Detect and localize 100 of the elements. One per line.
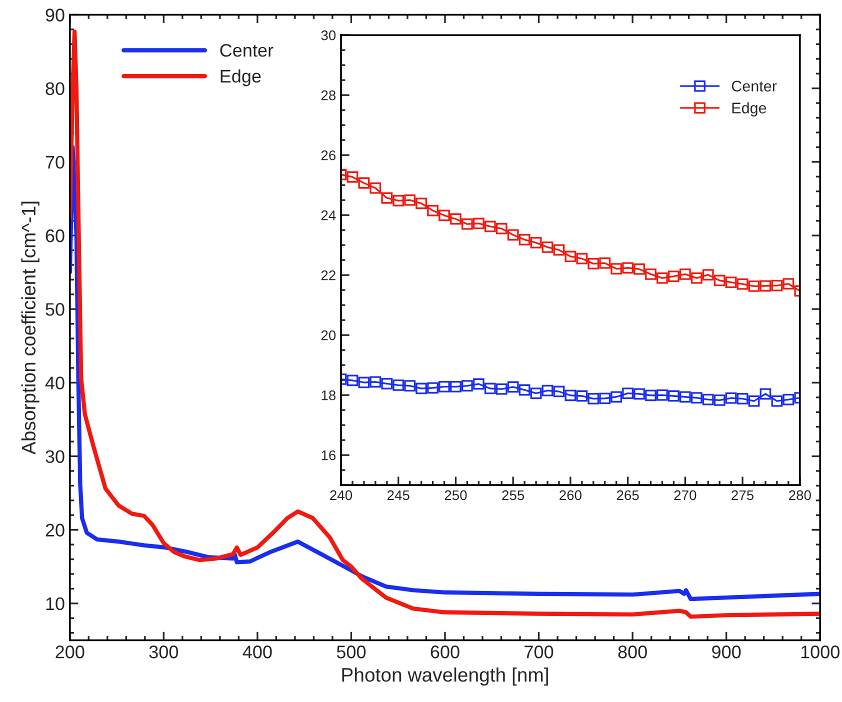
point [496,222,508,234]
point [668,270,680,282]
point [381,378,393,390]
legend-label: Edge [220,69,261,86]
x-tick-label: 250 [444,490,467,500]
x-tick-label: 300 [149,646,178,658]
point [404,380,416,392]
y-tick-label: 30 [46,450,64,463]
line-series [70,145,820,602]
legend-label: Center [732,80,777,92]
point [725,276,737,288]
y-tick-label: 16 [322,450,336,460]
point [645,390,656,402]
point [771,280,783,292]
point [404,194,416,206]
y-tick-label: 18 [322,390,336,400]
point [427,382,438,394]
point [714,274,726,286]
y-tick-label: 90 [46,8,64,22]
point [416,198,428,210]
point [346,374,358,386]
x-axis-title: Photon wavelength [nm] [342,667,548,686]
point [702,269,714,280]
point [553,244,565,256]
point [645,268,656,280]
point [622,262,634,274]
point [782,394,794,406]
legend-label: Center [220,44,274,57]
point [530,236,542,248]
point [622,388,634,399]
x-tick-label: 280 [789,490,811,500]
point [656,272,668,284]
y-tick-label: 20 [46,524,64,537]
point [496,383,508,395]
point [760,388,772,400]
x-tick-label: 400 [242,646,272,658]
point [370,182,382,194]
y-tick-label: 10 [46,597,64,610]
point [472,218,484,230]
point [736,392,748,404]
point [392,194,404,206]
point [438,380,450,392]
point [346,171,358,183]
y-tick-label: 80 [46,82,64,96]
point [484,382,496,394]
point [748,395,760,407]
y-tick-label: 20 [321,330,336,340]
point [668,390,680,402]
point [656,389,668,401]
point [679,391,691,403]
y-tick-label: 30 [321,30,336,40]
line-series [70,30,820,619]
point [358,177,370,189]
point [771,395,783,407]
x-tick-label: 260 [560,490,582,500]
point [634,388,645,400]
point [392,379,404,391]
point [634,263,645,275]
x-tick-label: 265 [616,490,639,500]
y-tick-label: 24 [321,210,336,220]
x-tick-label: 245 [387,490,410,500]
point [610,391,622,403]
point [416,382,428,394]
point [530,388,542,399]
x-tick-label: 900 [712,646,741,658]
point [588,258,600,270]
point [462,218,473,230]
point [736,278,748,290]
point [518,234,530,246]
x-tick-label: 270 [674,490,696,500]
point [450,213,462,225]
point [518,384,530,396]
y-tick-label: 60 [46,229,64,242]
point [599,257,611,269]
point [484,220,496,232]
point [702,394,714,406]
y-tick-label: 50 [46,303,64,316]
point [472,378,484,390]
point [690,272,702,284]
x-tick-label: 600 [430,646,460,658]
point [358,376,370,388]
point [782,278,794,290]
x-tick-label: 240 [330,490,352,500]
x-tick-label: 275 [732,490,754,500]
point [576,252,588,264]
point [462,380,473,392]
point [690,392,702,404]
y-tick-label: 28 [321,90,336,100]
point [450,380,462,392]
point [748,280,760,292]
x-tick-label: 1000 [801,646,840,658]
point [599,392,611,404]
point [576,390,588,402]
point [679,268,691,280]
point [381,192,393,204]
point [564,250,576,262]
point [427,204,438,216]
x-tick-label: 255 [502,490,524,500]
point [553,386,565,398]
y-axis-title: Absorption coefficient [cm^-1] [21,202,40,454]
